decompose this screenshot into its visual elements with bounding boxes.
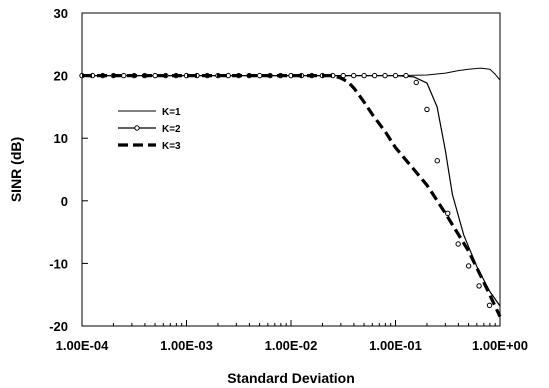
x-tick-label: 1.00E-02: [265, 338, 318, 353]
data-point-marker: [361, 72, 367, 79]
legend-label: K=1: [162, 107, 181, 118]
data-point-marker: [486, 302, 493, 309]
y-axis: -20 -10 0 10 20 30: [49, 6, 88, 334]
data-point-marker: [434, 158, 440, 164]
x-axis-title: Standard Deviation: [227, 370, 355, 386]
data-point-marker: [152, 72, 158, 79]
plot-area: [81, 12, 501, 327]
legend-marker: [134, 125, 140, 131]
series-layer: [79, 67, 502, 318]
legend: K=1 K=2 K=3: [118, 107, 181, 152]
legend-label: K=3: [162, 141, 181, 152]
data-point-marker: [256, 72, 263, 79]
series-line-k2: [82, 75, 501, 307]
x-tick-label: 1.00E-01: [369, 338, 422, 353]
data-point-marker: [476, 283, 482, 289]
data-point-marker: [465, 263, 472, 269]
legend-label: K=2: [162, 124, 181, 135]
data-point-marker: [445, 210, 451, 217]
data-point-marker: [403, 72, 409, 79]
data-point-marker: [350, 72, 357, 79]
y-tick-label: 30: [54, 6, 68, 21]
data-point-marker: [424, 106, 430, 113]
y-axis-title: SINR (dB): [8, 137, 24, 202]
data-point-marker: [413, 79, 419, 86]
data-point-marker: [455, 241, 461, 247]
plot-border: [81, 12, 501, 327]
data-point-marker: [121, 72, 127, 79]
data-point-marker: [382, 72, 388, 79]
y-tick-label: 0: [61, 194, 68, 209]
x-axis: 1.00E-04 1.00E-03 1.00E-02 1.00E-01 1.00E+00: [56, 320, 528, 353]
data-point-marker: [371, 72, 378, 79]
y-tick-label: -10: [49, 256, 68, 271]
y-tick-label: 20: [54, 69, 68, 84]
x-tick-label: 1.00E-04: [56, 338, 110, 353]
x-tick-label: 1.00E+00: [472, 338, 528, 353]
data-point-marker: [392, 72, 399, 79]
y-tick-label: -20: [49, 319, 68, 334]
y-tick-label: 10: [54, 131, 68, 146]
x-tick-label: 1.00E-03: [160, 338, 213, 353]
series-line-k3: [82, 74, 502, 318]
